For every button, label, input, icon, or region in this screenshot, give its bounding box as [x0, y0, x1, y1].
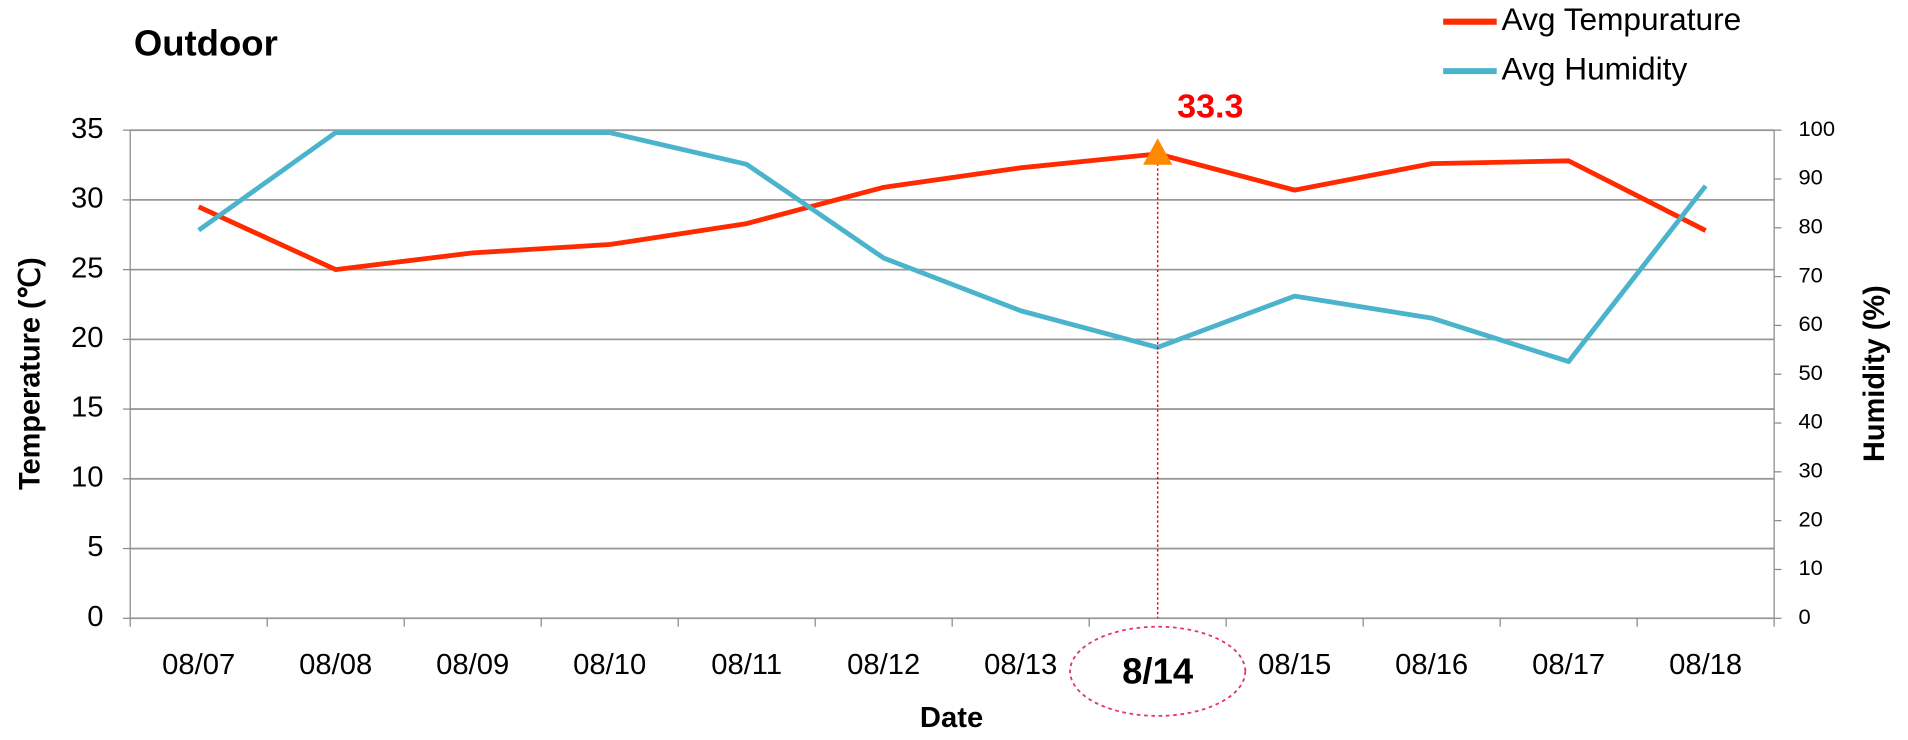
y2-tick-label: 10: [1798, 555, 1822, 580]
x-tick-label: 08/08: [299, 649, 372, 681]
highlight-marker: [1143, 138, 1173, 165]
highlight-label: 8/14: [1122, 650, 1194, 691]
y2-tick-label: 60: [1798, 311, 1822, 336]
y-axis-label: Temperature (℃): [14, 257, 46, 490]
x-tick-label: 08/07: [162, 649, 235, 681]
y2-tick-label: 40: [1798, 409, 1822, 434]
x-tick-label: 08/17: [1532, 649, 1605, 681]
x-tick-label: 08/09: [436, 649, 509, 681]
y-tick-label: 25: [71, 252, 103, 284]
highlight-circle: [1069, 625, 1247, 717]
x-tick-label: 08/11: [711, 649, 782, 681]
series-line: [197, 151, 1707, 273]
y2-tick-label: 20: [1798, 506, 1822, 531]
y2-tick-label: 100: [1798, 116, 1835, 141]
y-tick-label: 10: [71, 462, 103, 494]
x-tick-label: 08/12: [847, 649, 920, 681]
x-axis-label: Date: [920, 702, 983, 734]
x-tick-label: 08/16: [1395, 649, 1468, 681]
y2-tick-label: 50: [1798, 360, 1822, 385]
y-tick-label: 30: [71, 183, 103, 215]
y-tick-label: 5: [87, 531, 103, 563]
y-tick-label: 35: [71, 113, 103, 145]
legend-label: Avg Tempurature: [1502, 2, 1742, 37]
y2-tick-label: 0: [1798, 604, 1810, 629]
legend-label: Avg Humidity: [1502, 52, 1688, 87]
highlight-value: 33.3: [1177, 88, 1243, 126]
chart-title: Outdoor: [134, 23, 278, 64]
y2-tick-label: 90: [1798, 165, 1822, 190]
y2-tick-label: 70: [1798, 262, 1822, 287]
y-tick-label: 15: [71, 392, 103, 424]
y-tick-label: 20: [71, 322, 103, 354]
x-tick-label: 08/18: [1669, 649, 1742, 681]
y2-tick-label: 30: [1798, 458, 1822, 483]
series-line: [197, 130, 1708, 364]
x-tick-label: 08/10: [573, 649, 646, 681]
x-tick-label: 08/15: [1258, 649, 1331, 681]
x-tick-label: 08/13: [984, 649, 1057, 681]
y-tick-label: 0: [87, 601, 103, 633]
y2-axis-label: Humidity (%): [1859, 285, 1891, 462]
y2-tick-label: 80: [1798, 214, 1822, 239]
